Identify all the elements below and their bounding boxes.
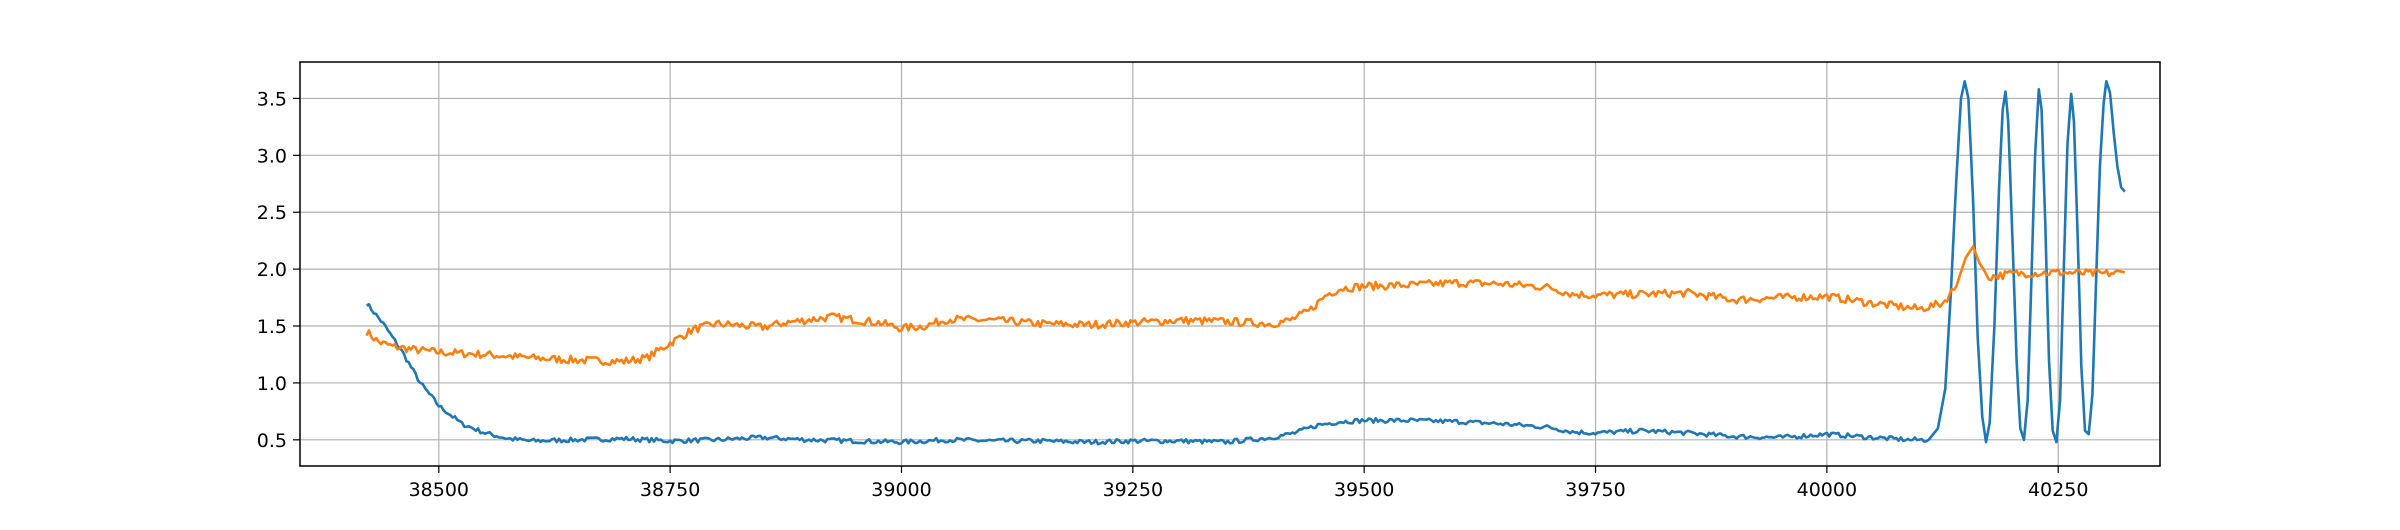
series-layer xyxy=(365,80,2126,446)
y-tick-label: 2.0 xyxy=(257,259,287,281)
grid-layer xyxy=(300,62,2160,466)
x-tick-label: 39000 xyxy=(871,479,931,501)
x-tick-label: 38750 xyxy=(640,479,700,501)
plot-frame xyxy=(299,61,2161,467)
x-tick-label: 39750 xyxy=(1565,479,1625,501)
series-line-1 xyxy=(366,80,2126,446)
x-tick-label: 40250 xyxy=(2028,479,2088,501)
y-tick-label: 3.0 xyxy=(257,145,287,167)
y-tick-label: 1.5 xyxy=(257,316,287,338)
y-tick-label: 2.5 xyxy=(257,202,287,224)
y-tick-label: 1.0 xyxy=(257,373,287,395)
x-tick-label: 39250 xyxy=(1103,479,1163,501)
y-tick-label: 3.5 xyxy=(257,88,287,110)
y-tick-label: 0.5 xyxy=(257,430,287,452)
x-tick-label: 40000 xyxy=(1797,479,1857,501)
x-tick-label: 39500 xyxy=(1334,479,1394,501)
x-tick-label: 38500 xyxy=(409,479,469,501)
tick-layer: 38500 38750 39000 39250 39500 39750 40000 40250… xyxy=(257,88,2089,501)
series-line-2 xyxy=(365,245,2126,367)
